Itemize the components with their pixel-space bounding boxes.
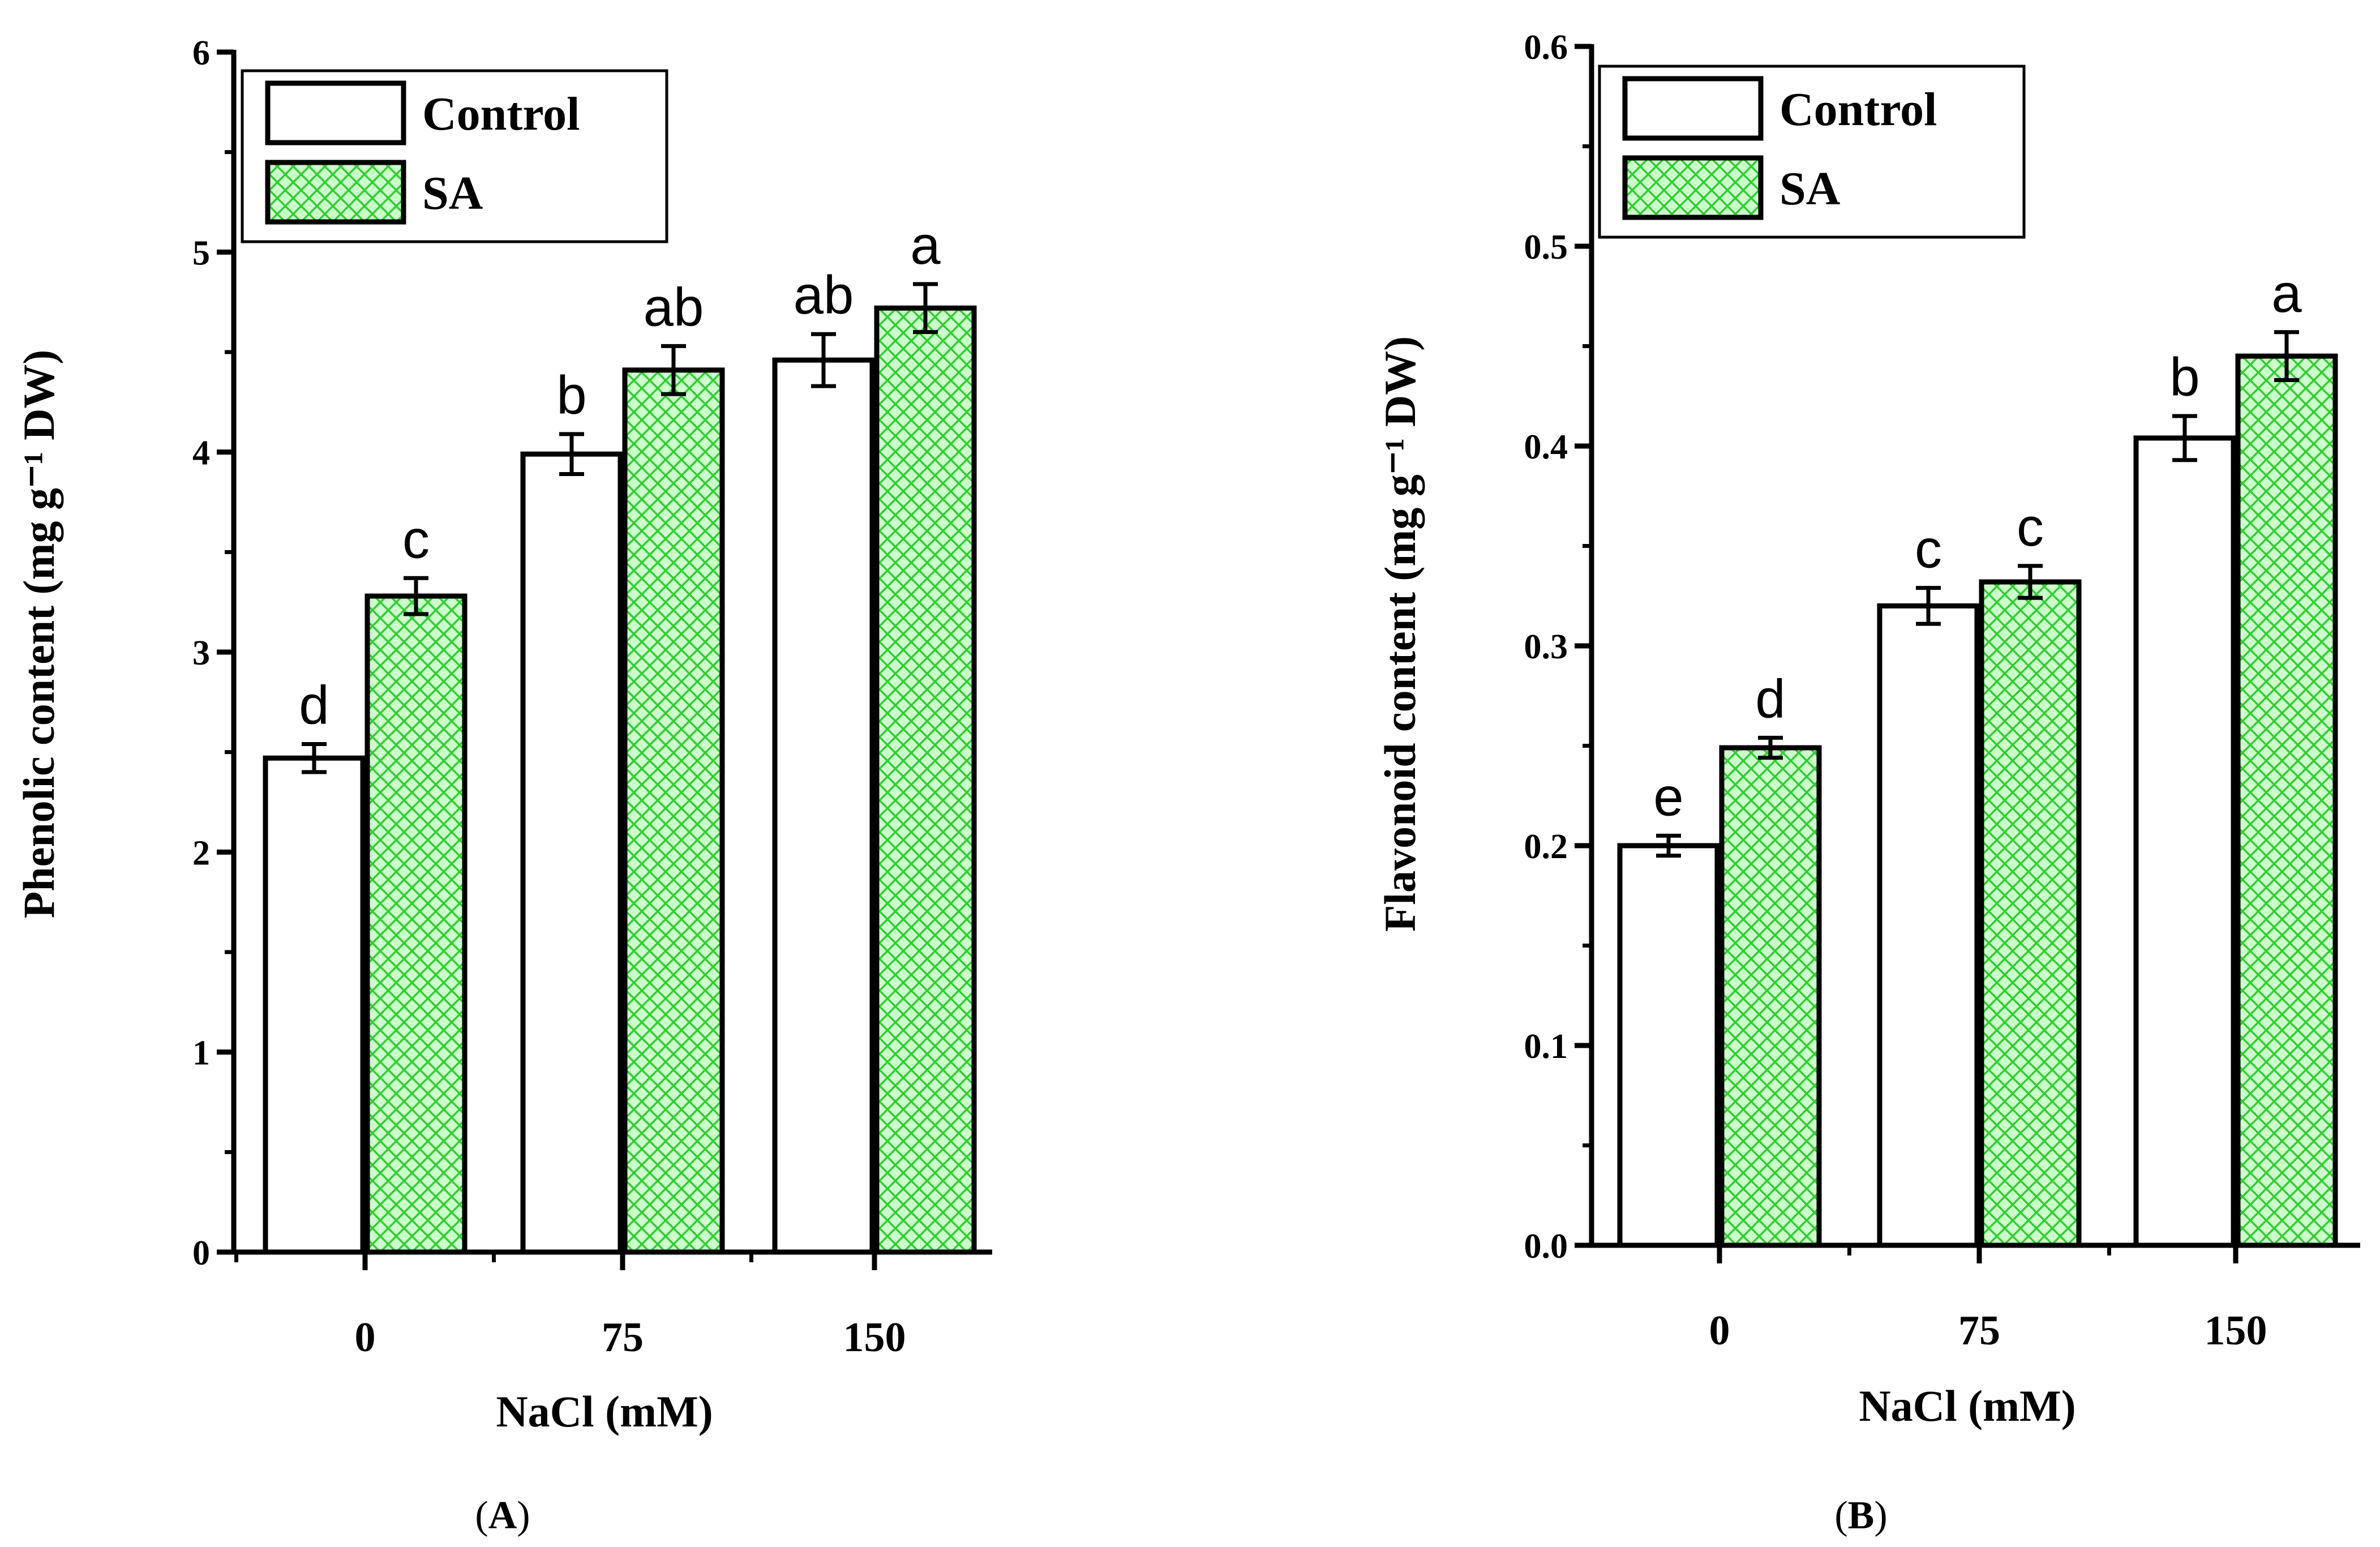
y-tick-label: 5 <box>192 234 210 272</box>
y-tick-label: 6 <box>192 34 210 72</box>
y-tick-label: 3 <box>192 634 210 672</box>
y-tick-label: 0.2 <box>1524 828 1568 866</box>
panel-label: (A) <box>475 1494 530 1537</box>
y-axis-title: Flavonoid content (mg g⁻¹ DW) <box>1375 336 1425 932</box>
x-tick-label: 150 <box>2205 1308 2267 1354</box>
x-tick-label: 75 <box>1958 1308 2000 1354</box>
bar-sa-0 <box>364 593 468 1255</box>
bar-control-150 <box>772 357 875 1255</box>
legend: Control SA <box>1598 65 2026 239</box>
legend-swatch-control <box>1622 76 1764 141</box>
significance-label: c <box>2017 497 2044 558</box>
x-tick-label: 75 <box>602 1314 644 1361</box>
x-axis-title: NaCl (mM) <box>1859 1381 2075 1430</box>
y-tick-label: 0.0 <box>1524 1227 1568 1266</box>
significance-label: b <box>2169 347 2199 408</box>
bar-control-150 <box>2133 435 2236 1248</box>
significance-label: ab <box>644 277 704 337</box>
legend-label-control: Control <box>1779 83 1937 136</box>
y-tick-label: 0.3 <box>1524 628 1568 666</box>
significance-label: ab <box>794 265 854 325</box>
significance-label: a <box>910 215 941 276</box>
bar-control-0 <box>1617 843 1720 1248</box>
y-tick-label: 0 <box>192 1234 210 1272</box>
legend-label-sa: SA <box>1779 162 1841 215</box>
y-tick-label: 0.5 <box>1524 228 1568 267</box>
legend-swatch-control <box>265 80 406 145</box>
y-axis-title: Phenolic content (mg g⁻¹ DW) <box>14 350 63 919</box>
y-tick-label: 0.6 <box>1524 28 1568 67</box>
significance-label: e <box>1653 766 1683 827</box>
legend-swatch-sa <box>1622 155 1764 220</box>
panel-label: (B) <box>1834 1494 1887 1537</box>
bar-control-75 <box>520 451 623 1255</box>
x-axis-title: NaCl (mM) <box>496 1387 713 1436</box>
bar-sa-75 <box>1979 579 2082 1248</box>
bar-sa-150 <box>874 305 977 1255</box>
legend-label-control: Control <box>422 88 580 140</box>
legend: Control SA <box>241 69 668 243</box>
bar-sa-75 <box>622 367 725 1255</box>
y-tick-label: 4 <box>192 434 210 473</box>
bar-control-75 <box>1877 603 1980 1248</box>
bar-control-0 <box>263 755 366 1255</box>
y-tick-label: 0.1 <box>1524 1027 1568 1066</box>
chart-panel-b: 0.0 0.1 0.2 0.3 0.4 0.5 0.6 0 75 150 e c b d c a Flavono… <box>1375 28 2360 1537</box>
x-tick-label: 150 <box>843 1314 906 1361</box>
y-tick-label: 1 <box>192 1034 210 1073</box>
legend-label-sa: SA <box>422 167 483 220</box>
x-tick-label: 0 <box>1709 1308 1730 1354</box>
bar-sa-150 <box>2235 353 2338 1248</box>
significance-label: d <box>299 675 329 736</box>
significance-label: c <box>402 509 430 569</box>
legend-swatch-sa <box>265 160 406 225</box>
y-tick-label: 2 <box>192 834 210 872</box>
significance-label: a <box>2271 263 2302 324</box>
y-tick-label: 0.4 <box>1524 428 1568 466</box>
x-tick-label: 0 <box>355 1314 376 1361</box>
significance-label: c <box>1915 519 1942 580</box>
bar-sa-0 <box>1719 745 1822 1248</box>
significance-label: d <box>1755 668 1785 729</box>
significance-label: b <box>556 365 586 426</box>
